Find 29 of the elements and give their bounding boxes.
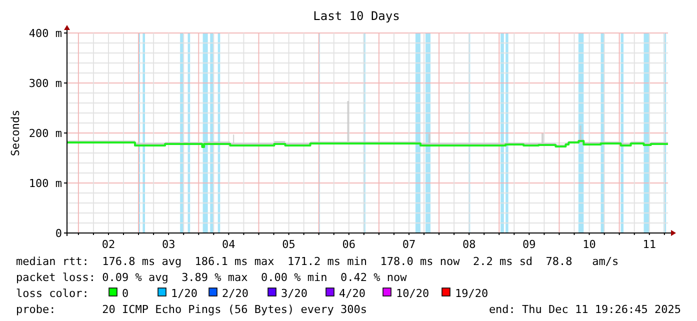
y-tick-label: 400 m <box>28 27 62 40</box>
text: end: Thu Dec 11 19:26:45 2025 <box>488 303 681 316</box>
x-tick-label: 07 <box>402 238 416 251</box>
text: 2/20 <box>222 287 248 300</box>
x-tick-label: 11 <box>642 238 656 251</box>
text: 0 <box>122 287 129 300</box>
y-axis-title: Seconds <box>9 110 22 156</box>
text: median rtt: 176.8 ms avg 186.1 ms max 171.2 ms min 178.0 ms now 2.2 ms sd 78.8 am/s <box>16 255 619 268</box>
x-tick-label: 08 <box>462 238 476 251</box>
x-tick-label: 10 <box>582 238 596 251</box>
x-tick-label: 03 <box>162 238 176 251</box>
text: 3/20 <box>281 287 308 300</box>
chart-title: Last 10 Days <box>313 9 400 23</box>
text: 10/20 <box>396 287 430 300</box>
text: 1/20 <box>171 287 198 300</box>
y-tick-label: 300 m <box>28 77 62 90</box>
text: loss color: <box>16 287 89 300</box>
x-tick-label: 09 <box>522 238 536 251</box>
text: packet loss: 0.09 % avg 3.89 % max 0.00 % min 0.42 % now <box>16 271 408 284</box>
text: probe: 20 ICMP Echo Pings (56 Bytes) every 300s <box>16 303 367 316</box>
y-tick-label: 200 m <box>28 127 62 140</box>
x-tick-label: 02 <box>102 238 116 251</box>
x-tick-label: 04 <box>222 238 236 251</box>
x-tick-label: 05 <box>282 238 296 251</box>
y-tick-label: 0 <box>55 227 62 240</box>
x-tick-label: 06 <box>342 238 356 251</box>
text: 19/20 <box>455 287 488 300</box>
y-tick-label: 100 m <box>28 177 62 190</box>
text: 4/20 <box>339 287 366 300</box>
